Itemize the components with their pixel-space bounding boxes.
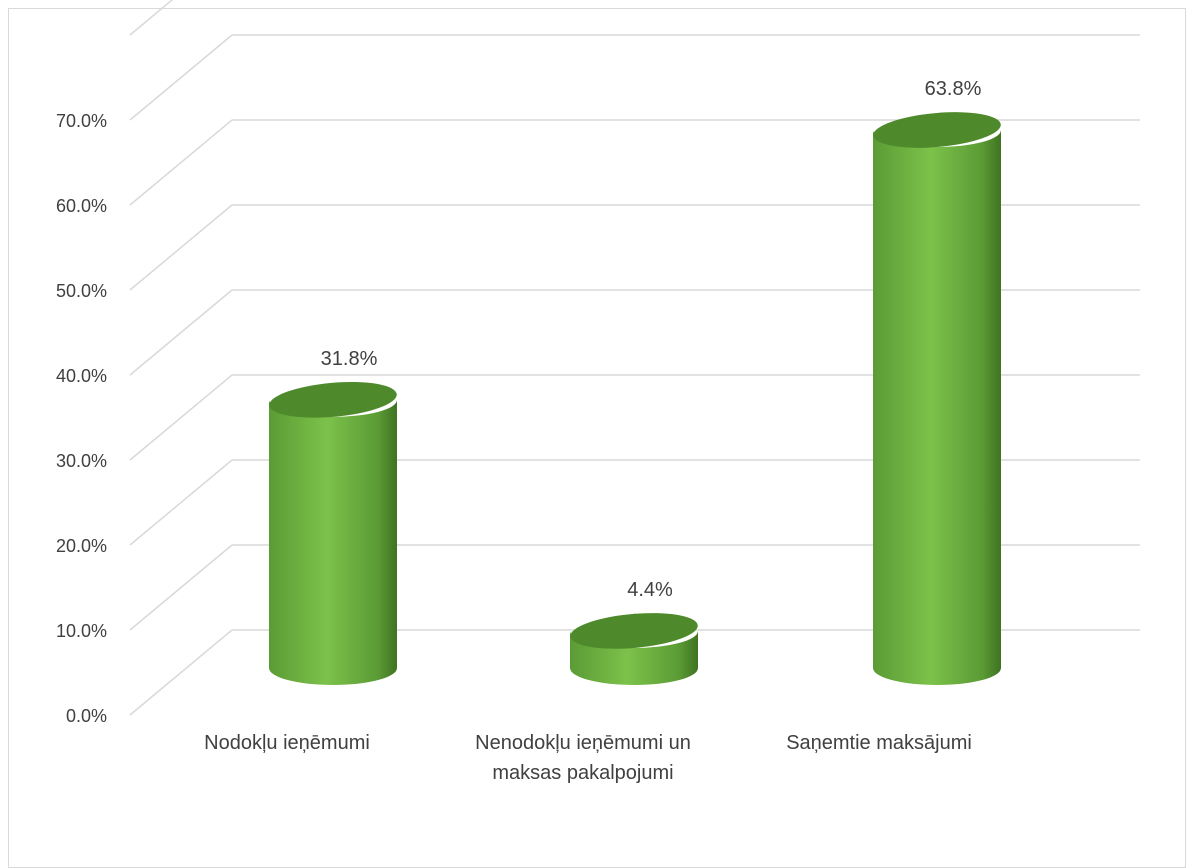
y-tick-label: 60.0% (56, 196, 107, 216)
x-category-label-line: Nenodokļu ieņēmumi un (475, 732, 691, 754)
bar (570, 613, 698, 685)
side-wall-gridline (129, 629, 233, 716)
bar-body (269, 399, 397, 685)
x-category-label-line: Nodokļu ieņēmumi (204, 732, 370, 754)
bar (873, 112, 1001, 685)
y-tick-label: 30.0% (56, 451, 107, 471)
y-tick-label: 10.0% (56, 621, 107, 641)
data-label: 31.8% (321, 348, 378, 370)
side-wall-gridline (129, 289, 233, 376)
x-category-label: Nodokļu ieņēmumi (204, 732, 370, 754)
bar-top (570, 613, 698, 649)
side-wall-gridline (129, 374, 233, 461)
y-tick-label: 20.0% (56, 536, 107, 556)
bar (269, 382, 397, 685)
bar-body (570, 630, 698, 685)
y-tick-label: 40.0% (56, 366, 107, 386)
bar-chart: 0.0%10.0%20.0%30.0%40.0%50.0%60.0%70.0% … (56, 0, 1140, 784)
x-category-label-line: maksas pakalpojumi (492, 762, 673, 784)
bar-top (873, 112, 1001, 148)
bar-body (873, 130, 1001, 685)
side-wall-gridline (129, 34, 233, 121)
x-category-label: Saņemtie maksājumi (786, 732, 972, 754)
data-label: 4.4% (627, 579, 673, 601)
bar-top (269, 382, 397, 418)
side-wall-gridline (129, 0, 174, 36)
side-wall-gridline (129, 204, 233, 291)
y-tick-label: 0.0% (66, 706, 107, 726)
data-label: 63.8% (925, 78, 982, 100)
x-category-label: Nenodokļu ieņēmumi un maksas pakalpojumi (475, 732, 691, 784)
side-wall-gridline (129, 544, 233, 631)
side-wall-gridline (129, 459, 233, 546)
side-wall-gridline (129, 119, 233, 206)
x-category-label-line: Saņemtie maksājumi (786, 732, 972, 754)
y-tick-label: 50.0% (56, 281, 107, 301)
y-tick-label: 70.0% (56, 111, 107, 131)
